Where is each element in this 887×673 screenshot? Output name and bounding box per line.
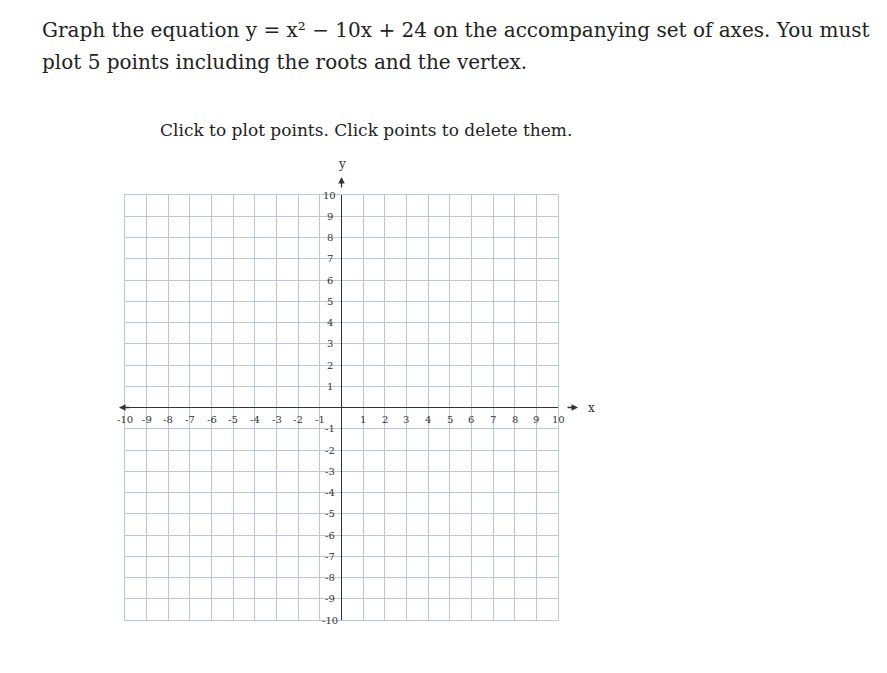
svg-text:4: 4 xyxy=(327,317,333,328)
svg-text:-7: -7 xyxy=(325,551,335,562)
svg-text:-1: -1 xyxy=(315,414,325,425)
html-text:Graph the equation y = x² − 10: Graph the equation y = x² − 10x + 24 on … xyxy=(42,18,870,74)
svg-text:7: 7 xyxy=(490,414,496,425)
svg-text:-2: -2 xyxy=(325,445,335,456)
svg-text:-5: -5 xyxy=(325,508,335,519)
svg-text:1: 1 xyxy=(327,381,333,392)
svg-text:-4: -4 xyxy=(325,487,335,498)
svg-text:-5: -5 xyxy=(228,414,238,425)
svg-text:y: y xyxy=(338,157,346,171)
svg-text:1: 1 xyxy=(360,414,366,425)
svg-text:5: 5 xyxy=(327,296,333,307)
svg-text:6: 6 xyxy=(468,414,474,425)
html-text:Click to plot points. Click po: Click to plot points. Click points to de… xyxy=(160,120,573,140)
svg-text:2: 2 xyxy=(382,414,388,425)
svg-text:2: 2 xyxy=(327,360,333,371)
svg-text:-6: -6 xyxy=(325,530,335,541)
svg-text:-2: -2 xyxy=(293,414,303,425)
svg-text:-3: -3 xyxy=(325,466,335,477)
svg-text:-1: -1 xyxy=(325,423,335,434)
svg-text:4: 4 xyxy=(425,414,431,425)
svg-text:3: 3 xyxy=(403,414,409,425)
svg-text:8: 8 xyxy=(327,232,333,243)
svg-text:-4: -4 xyxy=(250,414,260,425)
svg-text:6: 6 xyxy=(327,275,333,286)
svg-text:9: 9 xyxy=(327,211,333,222)
svg-text:x: x xyxy=(588,401,595,415)
svg-text:3: 3 xyxy=(327,338,333,349)
svg-text:-7: -7 xyxy=(185,414,195,425)
svg-text:10: 10 xyxy=(323,190,336,201)
svg-text:-6: -6 xyxy=(207,414,217,425)
svg-text:-9: -9 xyxy=(142,414,152,425)
svg-text:-10: -10 xyxy=(117,414,133,425)
svg-text:-9: -9 xyxy=(325,593,335,604)
svg-text:8: 8 xyxy=(512,414,518,425)
svg-text:-10: -10 xyxy=(322,615,338,626)
svg-text:-3: -3 xyxy=(272,414,282,425)
svg-text:5: 5 xyxy=(447,414,453,425)
svg-text:-8: -8 xyxy=(163,414,173,425)
svg-text:-8: -8 xyxy=(325,572,335,583)
svg-text:7: 7 xyxy=(327,253,333,264)
svg-text:9: 9 xyxy=(533,414,539,425)
svg-text:10: 10 xyxy=(552,414,565,425)
